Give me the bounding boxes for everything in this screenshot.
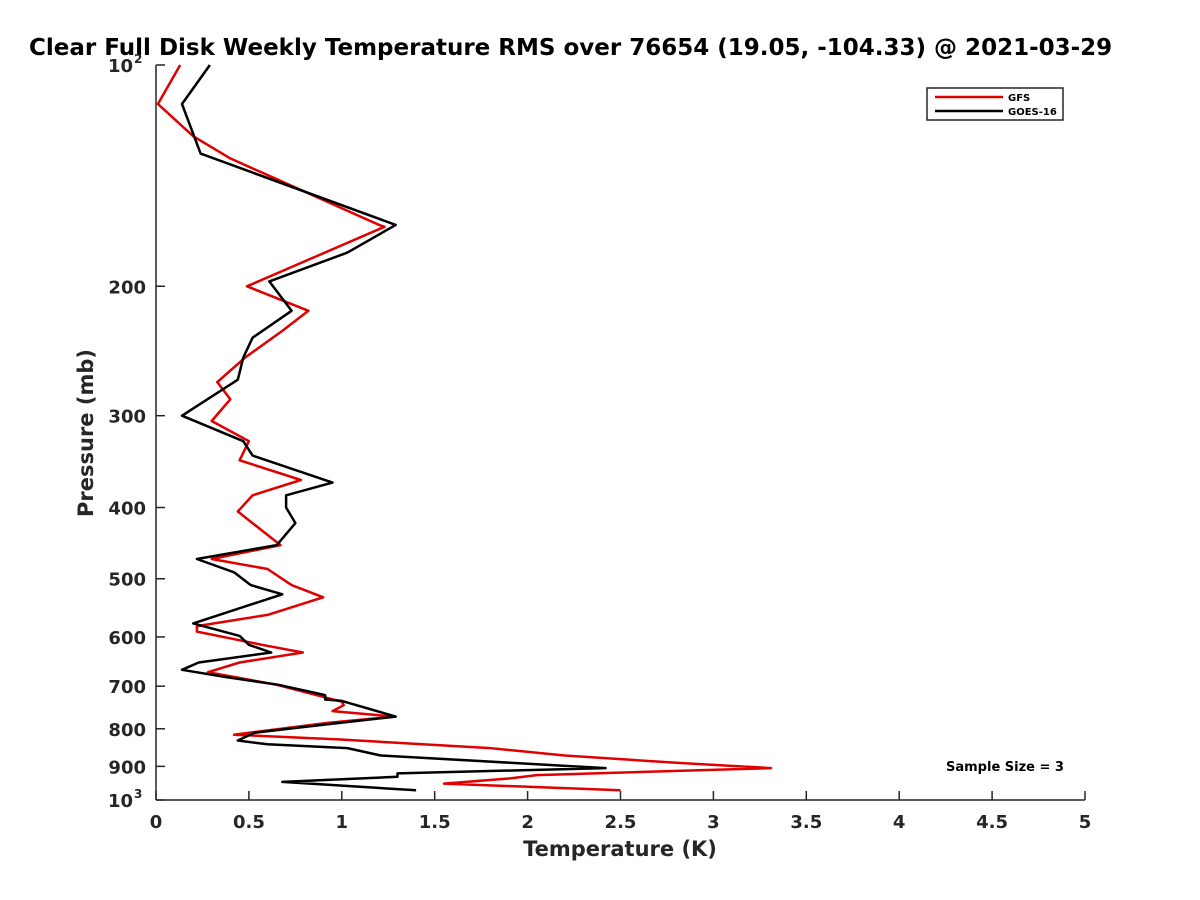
y-tick-label: 500: [108, 570, 146, 591]
y-tick-label: 200: [108, 277, 146, 298]
x-tick-label: 2.5: [605, 812, 637, 833]
y-tick-label: 900: [108, 757, 146, 778]
x-tick-label: 0.5: [233, 812, 265, 833]
y-axis-label: Pressure (mb): [74, 349, 98, 517]
sample-size-annotation: Sample Size = 3: [946, 760, 1064, 775]
x-tick-label: 2: [521, 812, 534, 833]
series-line-goes16: [180, 64, 607, 792]
chart-title: Clear Full Disk Weekly Temperature RMS o…: [29, 35, 1112, 61]
legend-label-goes16: GOES-16: [1008, 107, 1057, 118]
legend-label-gfs: GFS: [1008, 93, 1030, 104]
legend: GFS GOES-16: [926, 87, 1064, 121]
x-tick-label: 5: [1079, 812, 1092, 833]
y-tick-label: 10: [108, 791, 133, 812]
y-tick-exponent: 3: [134, 787, 142, 801]
x-axis-label: Temperature (K): [523, 837, 717, 861]
y-tick-label: 800: [108, 720, 146, 741]
y-tick-label: 10: [108, 56, 133, 77]
y-tick-label: 600: [108, 628, 146, 649]
y-tick-exponent: 2: [134, 52, 142, 66]
y-tick-label: 300: [108, 407, 146, 428]
x-tick-label: 1: [336, 812, 349, 833]
x-tick-label: 3: [707, 812, 720, 833]
legend-box: [926, 87, 1064, 121]
y-tick-label: 700: [108, 677, 146, 698]
x-tick-label: 4: [893, 812, 906, 833]
x-tick-label: 1.5: [419, 812, 451, 833]
series-line-gfs: [156, 64, 773, 792]
x-tick-label: 3.5: [790, 812, 822, 833]
x-tick-label: 0: [150, 812, 163, 833]
x-tick-label: 4.5: [976, 812, 1008, 833]
y-tick-label: 400: [108, 499, 146, 520]
plot-area: 0 0.5 1 1.5 2 2.5 3 3.5 4 4.5 510 22003004005006007…: [108, 52, 1091, 833]
